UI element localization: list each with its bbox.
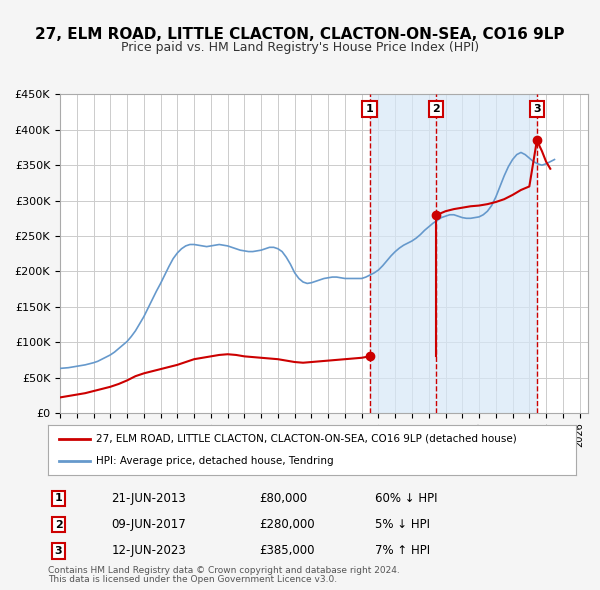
Text: 7% ↑ HPI: 7% ↑ HPI	[376, 545, 430, 558]
Text: 60% ↓ HPI: 60% ↓ HPI	[376, 492, 438, 505]
Text: 2: 2	[432, 104, 440, 114]
Text: 5% ↓ HPI: 5% ↓ HPI	[376, 518, 430, 531]
Text: £385,000: £385,000	[259, 545, 315, 558]
Text: 2: 2	[55, 520, 62, 530]
Text: Price paid vs. HM Land Registry's House Price Index (HPI): Price paid vs. HM Land Registry's House …	[121, 41, 479, 54]
Text: 27, ELM ROAD, LITTLE CLACTON, CLACTON-ON-SEA, CO16 9LP: 27, ELM ROAD, LITTLE CLACTON, CLACTON-ON…	[35, 27, 565, 41]
Text: 27, ELM ROAD, LITTLE CLACTON, CLACTON-ON-SEA, CO16 9LP (detached house): 27, ELM ROAD, LITTLE CLACTON, CLACTON-ON…	[95, 434, 516, 444]
Text: Contains HM Land Registry data © Crown copyright and database right 2024.: Contains HM Land Registry data © Crown c…	[48, 566, 400, 575]
Text: £80,000: £80,000	[259, 492, 307, 505]
Text: 1: 1	[366, 104, 373, 114]
Text: 3: 3	[55, 546, 62, 556]
Text: 12-JUN-2023: 12-JUN-2023	[112, 545, 186, 558]
Bar	[370, 94, 537, 413]
Text: This data is licensed under the Open Government Licence v3.0.: This data is licensed under the Open Gov…	[48, 575, 337, 584]
Text: 21-JUN-2013: 21-JUN-2013	[112, 492, 186, 505]
Text: 09-JUN-2017: 09-JUN-2017	[112, 518, 186, 531]
Text: £280,000: £280,000	[259, 518, 315, 531]
Text: 1: 1	[55, 493, 62, 503]
Text: HPI: Average price, detached house, Tendring: HPI: Average price, detached house, Tend…	[95, 456, 333, 466]
Text: 3: 3	[533, 104, 541, 114]
